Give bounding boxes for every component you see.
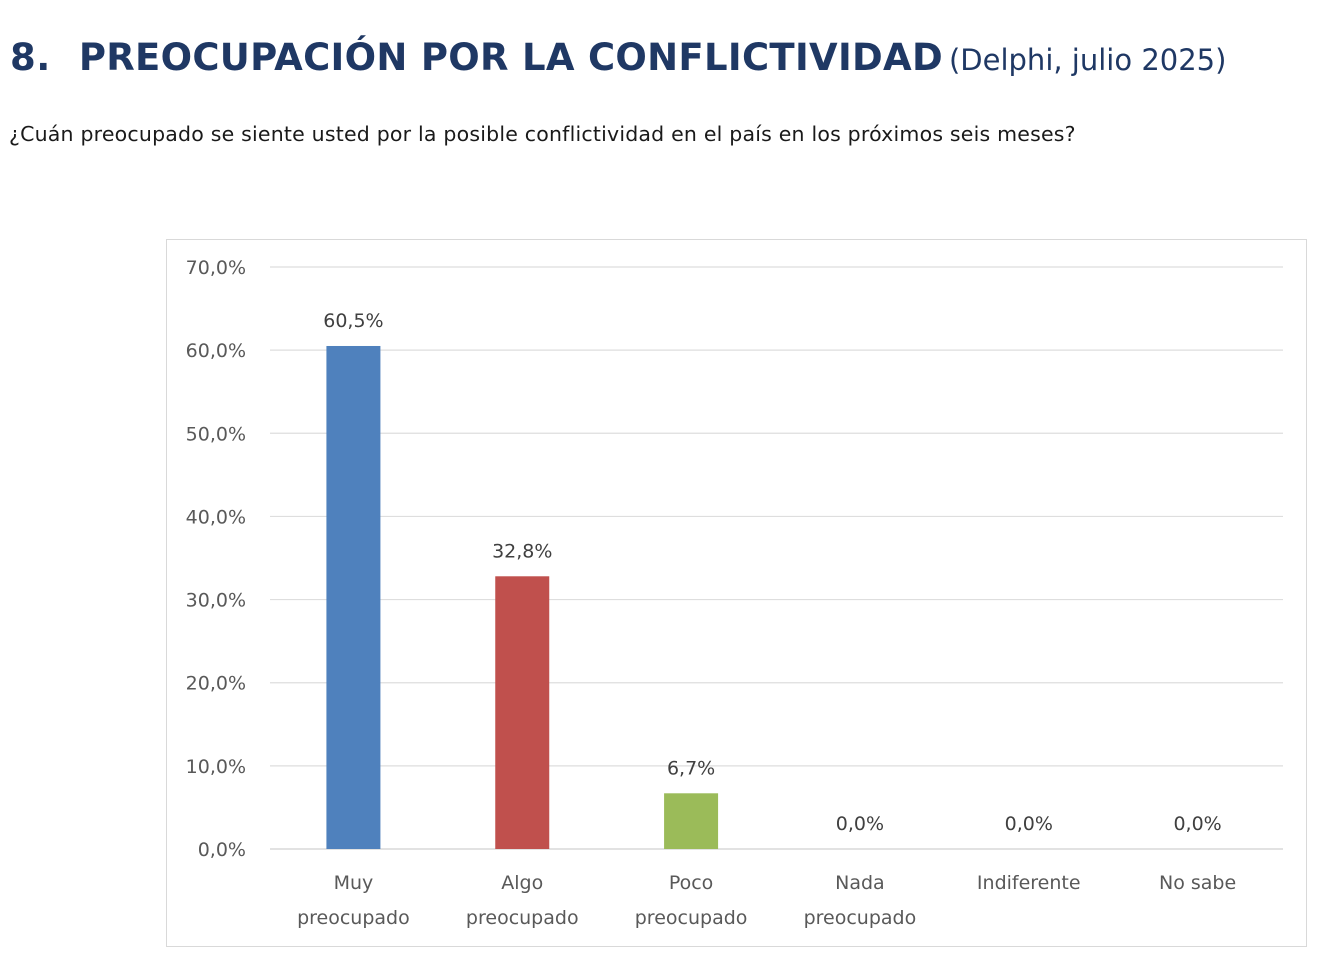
y-tick-label: 70,0% [186, 257, 246, 279]
y-tick-label: 50,0% [186, 423, 246, 445]
data-label: 6,7% [667, 757, 715, 779]
bar [495, 576, 550, 849]
y-tick-label: 20,0% [186, 673, 246, 695]
x-tick-label: preocupado [804, 907, 917, 929]
data-label: 0,0% [1173, 813, 1221, 835]
y-tick-label: 30,0% [186, 590, 246, 612]
data-label: 0,0% [836, 813, 884, 835]
data-label: 60,5% [323, 310, 383, 332]
bar [664, 793, 719, 849]
x-tick-label: preocupado [297, 907, 410, 929]
x-tick-label: No sabe [1159, 872, 1236, 894]
section-number: 8. [10, 36, 51, 79]
survey-question: ¿Cuán preocupado se siente usted por la … [9, 122, 1076, 146]
y-tick-label: 60,0% [186, 340, 246, 362]
x-tick-label: Poco [669, 872, 713, 894]
data-label: 32,8% [492, 540, 552, 562]
x-tick-label: preocupado [635, 907, 748, 929]
data-label: 0,0% [1005, 813, 1053, 835]
page-title: 8. PREOCUPACIÓN POR LA CONFLICTIVIDAD (Del… [10, 36, 1226, 79]
y-tick-label: 10,0% [186, 756, 246, 778]
x-tick-label: Algo [501, 872, 543, 894]
bar-chart: 0,0% 10,0% 20,0% 30,0% 40,0% 50,0% 60,0% 70,0% 6… [186, 257, 1283, 929]
x-tick-label: Nada [835, 872, 885, 894]
section-title: PREOCUPACIÓN POR LA CONFLICTIVIDAD [78, 36, 943, 79]
y-tick-label: 40,0% [186, 506, 246, 528]
section-subtitle: (Delphi, julio 2025) [948, 43, 1227, 77]
y-tick-label: 0,0% [198, 839, 246, 861]
x-tick-label: preocupado [466, 907, 579, 929]
chart-container: 0,0% 10,0% 20,0% 30,0% 40,0% 50,0% 60,0% 70,0% 6… [166, 239, 1307, 947]
x-tick-label: Indiferente [977, 872, 1081, 894]
x-tick-label: Muy [334, 872, 374, 894]
bar [326, 345, 381, 849]
